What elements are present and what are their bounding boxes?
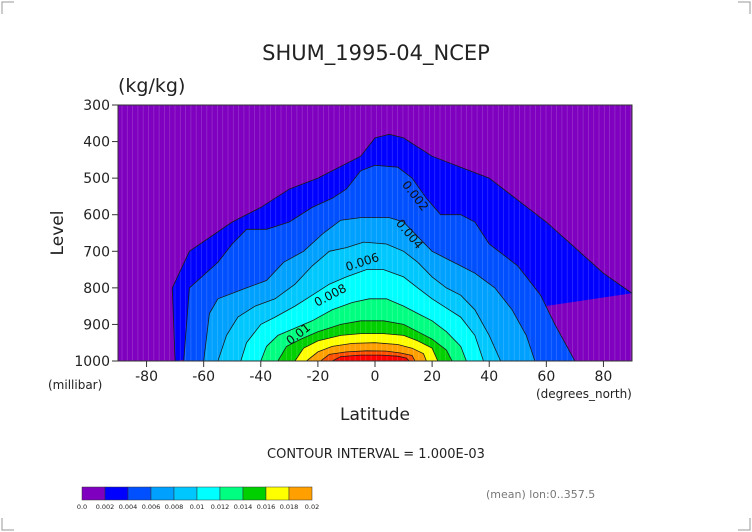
isoline-7 [277,320,453,361]
chart-title: SHUM_1995-04_NCEP [262,41,490,66]
x-tick-label: -80 [135,369,158,385]
y-tick-label: 400 [83,135,110,151]
x-tick-label: 20 [423,369,441,385]
colorbar-swatch [242,486,267,501]
isoline-4 [217,241,501,361]
x-tick-label: -20 [306,369,329,385]
isoline-10 [320,350,416,361]
x-tick-label: -60 [192,369,215,385]
isoline-2 [183,164,576,361]
isoline-9 [306,342,427,361]
y-tick-label: 300 [83,98,110,114]
colorbar-swatch [265,486,290,501]
x-tick-label: 0 [371,369,380,385]
colorbar-label: 0.012 [211,503,230,511]
isoline-1 [171,133,632,361]
x-tick-label: 40 [480,369,498,385]
contour-interval-text: CONTOUR INTERVAL = 1.000E-03 [267,447,485,462]
colorbar-swatch [196,486,221,501]
colorbar: 0.0 0.002 0.004 0.006 0.008 0.01 0.012 0.014 0.0… [77,486,319,511]
contour-band-11 [332,355,410,361]
colorbar-swatch [173,486,198,501]
footnote: (mean) lon:0..357.5 [486,488,595,501]
colorbar-label: 0.01 [190,503,204,511]
x-unit-label: (degrees_north) [536,387,632,401]
plot-area [118,105,632,361]
y-tick-label: 700 [83,244,110,260]
y-tick-label: 900 [83,317,110,333]
isoline-3 [203,217,536,361]
units-label: (kg/kg) [118,75,185,97]
y-tick-label: 800 [83,281,110,297]
y-tick-label: 600 [83,208,110,224]
colorbar-swatch [150,486,175,501]
colorbar-swatch [81,486,106,501]
y-tick-label: 500 [83,171,110,187]
x-axis-label: Latitude [340,405,410,425]
colorbar-swatch [219,486,244,501]
isoline-11 [332,354,410,361]
y-tick-label: 1000 [74,354,110,370]
colorbar-label: 0.0 [77,503,87,511]
x-tick-label: 60 [537,369,555,385]
colorbar-label: 0.016 [257,503,276,511]
colorbar-label: 0.018 [280,503,299,511]
isoline-8 [294,333,439,361]
colorbar-label: 0.006 [142,503,161,511]
y-axis-label: Level [48,211,68,256]
colorbar-label: 0.008 [165,503,184,511]
x-tick-label: 80 [595,369,613,385]
colorbar-label: 0.02 [305,503,319,511]
colorbar-label: 0.014 [234,503,253,511]
x-tick-label: -40 [249,369,272,385]
colorbar-swatch [288,486,313,501]
isoline-6 [260,298,467,361]
isoline-5 [240,269,484,361]
colorbar-label: 0.004 [119,503,138,511]
colorbar-swatch [127,486,152,501]
colorbar-label: 0.002 [96,503,115,511]
y-unit-label: (millibar) [48,378,102,392]
colorbar-swatch [104,486,129,501]
